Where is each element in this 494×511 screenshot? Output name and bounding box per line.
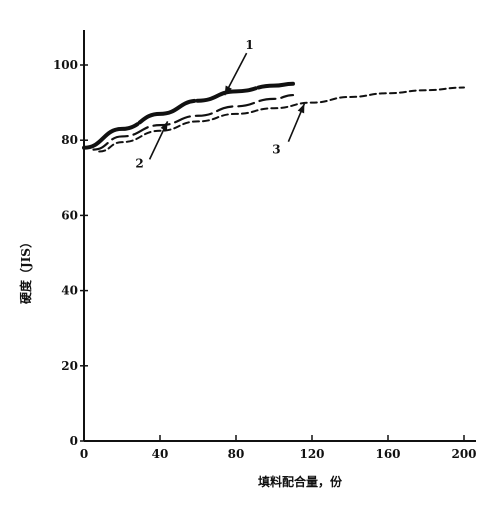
x-axis-title: 填料配合量，份	[258, 474, 343, 489]
series-2-line	[92, 93, 295, 151]
series-1-line	[82, 81, 295, 150]
callout-1-label: 1	[245, 38, 253, 52]
series-layer	[82, 81, 465, 153]
y-tick-label: 0	[70, 434, 78, 448]
series-3-line	[98, 86, 465, 153]
callout-1-arrowhead	[224, 85, 232, 96]
callout-3-label: 3	[272, 143, 280, 157]
y-tick-label: 80	[61, 133, 78, 147]
y-tick-label: 100	[53, 58, 78, 72]
y-tick-label: 60	[61, 208, 78, 222]
callout-2-arrowhead	[160, 121, 168, 132]
y-axis-title: 硬度（JIS）	[18, 236, 33, 304]
callout-layer: 1 2 3	[135, 38, 306, 170]
callout-2-label: 2	[135, 156, 143, 170]
x-tick-label: 80	[228, 447, 245, 461]
y-tick-label: 40	[61, 284, 78, 298]
callout-3-arrowhead	[297, 103, 305, 114]
x-tick-label: 160	[375, 447, 400, 461]
y-ticks: 0 20 40 60 80 100	[53, 58, 88, 448]
x-ticks: 0 40 80 120 160 200	[80, 435, 477, 461]
x-tick-label: 0	[80, 447, 88, 461]
axes	[83, 30, 476, 442]
x-tick-label: 120	[299, 447, 324, 461]
x-tick-label: 200	[451, 447, 476, 461]
x-tick-label: 40	[152, 447, 169, 461]
y-tick-label: 20	[61, 359, 78, 373]
